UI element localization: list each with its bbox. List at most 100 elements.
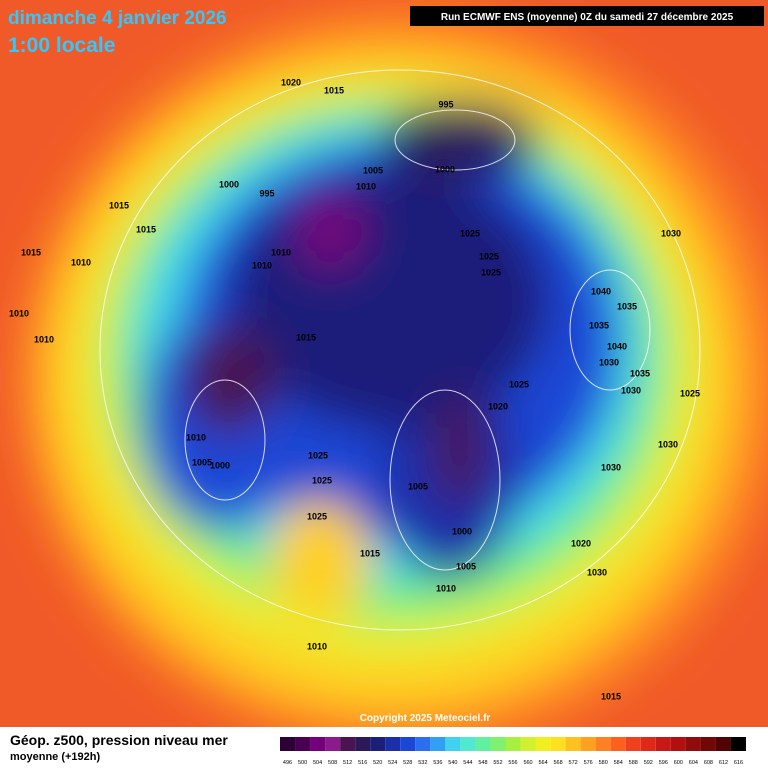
colorbar-tick: 536 [433, 760, 442, 766]
colorbar-tick: 584 [614, 760, 623, 766]
pressure-label: 1005 [192, 457, 212, 467]
pressure-label: 1020 [488, 401, 508, 411]
pressure-label: 1010 [356, 181, 376, 191]
colorbar-tick: 556 [508, 760, 517, 766]
pressure-label: 1005 [456, 561, 476, 571]
colorbar-tick: 616 [734, 760, 743, 766]
pressure-label: 1035 [617, 301, 637, 311]
pressure-label: 995 [438, 99, 453, 109]
colorbar-tick: 496 [283, 760, 292, 766]
color-swatch [625, 737, 641, 751]
colorbar-tick: 516 [358, 760, 367, 766]
pressure-label: 1015 [360, 548, 380, 558]
pressure-label: 1010 [271, 247, 291, 257]
color-swatch [415, 737, 431, 751]
pressure-label: 1030 [661, 228, 681, 238]
map [0, 0, 768, 750]
colorbar: 496 500 504 508 512 516 520 524 528 532 536 540 544 5… [280, 737, 746, 766]
colorbar-tick: 604 [689, 760, 698, 766]
pressure-label: 1010 [71, 257, 91, 267]
pressure-label: 1025 [460, 228, 480, 238]
pressure-label: 1035 [589, 320, 609, 330]
pressure-label: 1015 [296, 332, 316, 342]
pressure-label: 1000 [219, 179, 239, 189]
time-subtitle: 1:00 locale [8, 34, 115, 57]
colorbar-tick: 580 [599, 760, 608, 766]
pressure-label: 1030 [599, 357, 619, 367]
color-swatch [370, 737, 386, 751]
pressure-label: 1030 [621, 385, 641, 395]
colorbar-tick: 596 [659, 760, 668, 766]
colorbar-tick: 512 [343, 760, 352, 766]
colorbar-tick: 568 [554, 760, 563, 766]
legend-subtitle: moyenne (+192h) [10, 751, 101, 763]
colorbar-tick: 612 [719, 760, 728, 766]
color-swatch [280, 737, 296, 751]
pressure-label: 1025 [308, 450, 328, 460]
pressure-label: 1010 [436, 583, 456, 593]
color-swatch [655, 737, 671, 751]
colorbar-tick: 552 [493, 760, 502, 766]
color-swatch [535, 737, 551, 751]
colorbar-tick: 600 [674, 760, 683, 766]
color-swatch [730, 737, 746, 751]
pressure-label: 1030 [601, 462, 621, 472]
color-swatch [475, 737, 491, 751]
pressure-label: 1025 [680, 388, 700, 398]
color-swatch [430, 737, 446, 751]
colorbar-tick: 592 [644, 760, 653, 766]
colorbar-tick: 560 [523, 760, 532, 766]
colorbar-tick: 532 [418, 760, 427, 766]
pressure-label: 1030 [587, 567, 607, 577]
isobars [99, 69, 701, 631]
pressure-label: 1010 [252, 260, 272, 270]
run-box [410, 6, 764, 26]
color-swatch [490, 737, 506, 751]
pressure-label: 1040 [607, 341, 627, 351]
pressure-label: 1005 [408, 481, 428, 491]
color-swatch [640, 737, 656, 751]
pressure-label: 995 [259, 188, 274, 198]
color-swatch [610, 737, 626, 751]
colorbar-tick: 544 [463, 760, 472, 766]
pressure-label: 1020 [571, 538, 591, 548]
pressure-label: 1025 [481, 267, 501, 277]
date-title: dimanche 4 janvier 2026 [8, 8, 227, 29]
colorbar-tick: 576 [584, 760, 593, 766]
run-info: Run ECMWF ENS (moyenne) 0Z du samedi 27 … [441, 12, 734, 23]
pressure-label: 1025 [479, 251, 499, 261]
colorbar-tick: 504 [313, 760, 322, 766]
colorbar-tick: 564 [538, 760, 547, 766]
pressure-label: 1025 [509, 379, 529, 389]
pressure-label: 1035 [630, 368, 650, 378]
color-swatch [340, 737, 356, 751]
pressure-label: 1010 [186, 432, 206, 442]
color-swatch [685, 737, 701, 751]
pressure-label: 1000 [210, 460, 230, 470]
pressure-label: 1000 [452, 526, 472, 536]
color-swatch [445, 737, 461, 751]
color-swatch [505, 737, 521, 751]
color-swatch [520, 737, 536, 751]
pressure-label: 1010 [34, 334, 54, 344]
color-swatch [565, 737, 581, 751]
pressure-label: 1015 [21, 247, 41, 257]
color-swatch [715, 737, 731, 751]
color-swatch [355, 737, 371, 751]
pressure-label: 1015 [324, 85, 344, 95]
pressure-label: 1030 [658, 439, 678, 449]
color-swatch [550, 737, 566, 751]
color-swatch [400, 737, 416, 751]
pressure-label: 1010 [9, 308, 29, 318]
color-swatch [310, 737, 326, 751]
color-swatch [460, 737, 476, 751]
geopotential-field [20, 10, 768, 750]
color-swatch [295, 737, 311, 751]
pressure-label: 1015 [601, 691, 621, 701]
color-swatch [385, 737, 401, 751]
colorbar-tick: 608 [704, 760, 713, 766]
colorbar-tick: 548 [478, 760, 487, 766]
pressure-label: 1015 [109, 200, 129, 210]
